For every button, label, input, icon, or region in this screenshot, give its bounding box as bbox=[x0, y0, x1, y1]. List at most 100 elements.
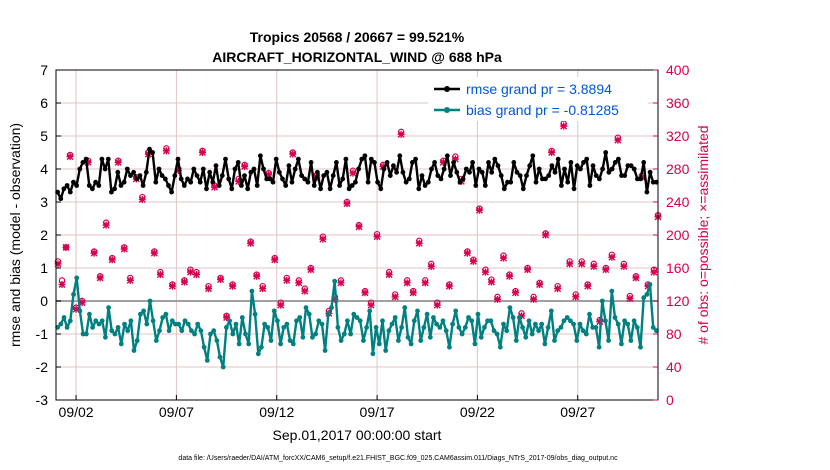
bias-point bbox=[153, 338, 159, 343]
bias-point bbox=[383, 348, 389, 353]
legend-rmse-label: rmse grand pr = 3.8894 bbox=[466, 81, 612, 97]
obs-assimilated-marker bbox=[391, 293, 399, 301]
bias-point bbox=[628, 338, 634, 343]
obs-assimilated-marker bbox=[361, 289, 369, 297]
bias-point bbox=[341, 331, 347, 337]
obs-assimilated-marker bbox=[536, 281, 544, 288]
bias-point bbox=[603, 318, 608, 324]
rmse-point bbox=[172, 173, 178, 179]
rmse-point bbox=[631, 166, 637, 172]
bias-point bbox=[275, 318, 280, 324]
bias-point bbox=[644, 292, 650, 297]
obs-assimilated-marker bbox=[602, 266, 610, 274]
bias-point bbox=[638, 344, 643, 350]
rmse-point bbox=[403, 179, 409, 185]
bias-point bbox=[214, 338, 220, 343]
obs-assimilated-marker bbox=[259, 285, 267, 293]
bias-point bbox=[424, 311, 430, 317]
obs-assimilated-marker bbox=[614, 136, 622, 144]
bias-point bbox=[459, 331, 465, 337]
rmse-point bbox=[590, 163, 596, 169]
bias-point bbox=[504, 328, 510, 334]
obs-assimilated-marker bbox=[475, 206, 483, 214]
bias-point bbox=[497, 344, 503, 350]
rmse-point bbox=[482, 183, 488, 188]
y-left-tick-label: 6 bbox=[40, 95, 48, 111]
rmse-point bbox=[381, 166, 387, 172]
y-right-tick-label: 200 bbox=[666, 227, 690, 243]
bias-point bbox=[650, 325, 656, 330]
rmse-point bbox=[194, 173, 200, 179]
rmse-point bbox=[368, 156, 374, 162]
rmse-point bbox=[273, 156, 279, 162]
obs-assimilated-marker bbox=[96, 274, 104, 282]
rmse-point bbox=[451, 160, 456, 165]
bias-point bbox=[453, 308, 459, 314]
rmse-point bbox=[584, 156, 590, 162]
bias-point bbox=[523, 334, 529, 340]
bias-point bbox=[297, 315, 303, 320]
rmse-point bbox=[498, 173, 504, 179]
bias-point bbox=[431, 315, 436, 320]
bias-point bbox=[306, 311, 312, 317]
rmse-point bbox=[612, 160, 618, 165]
legend[interactable]: rmse grand pr = 3.8894 bias grand pr = -… bbox=[428, 77, 648, 121]
y-right-tick-label: 40 bbox=[666, 359, 682, 375]
bias-point bbox=[300, 334, 306, 340]
bias-point bbox=[204, 358, 210, 363]
bias-point bbox=[466, 315, 471, 320]
bias-point bbox=[224, 325, 229, 330]
rmse-point bbox=[245, 186, 251, 192]
bias-point bbox=[160, 315, 166, 320]
rmse-point bbox=[239, 183, 244, 188]
bias-point bbox=[587, 311, 592, 317]
obs-assimilated-marker bbox=[367, 301, 375, 309]
rmse-point bbox=[533, 179, 539, 185]
bias-point bbox=[533, 321, 538, 327]
bias-point bbox=[179, 328, 185, 334]
obs-assimilated-marker bbox=[650, 268, 658, 276]
obs-assimilated-marker bbox=[102, 221, 110, 229]
rmse-point bbox=[346, 186, 352, 192]
bias-point bbox=[259, 344, 264, 350]
rmse-point bbox=[628, 163, 634, 169]
rmse-point bbox=[549, 163, 555, 169]
bias-point bbox=[87, 311, 92, 317]
bias-point bbox=[271, 308, 277, 314]
rmse-point bbox=[340, 176, 346, 182]
rmse-point bbox=[90, 186, 95, 192]
rmse-point bbox=[486, 160, 491, 165]
rmse-point bbox=[280, 176, 285, 182]
rmse-point bbox=[479, 169, 485, 175]
bias-point bbox=[243, 331, 248, 337]
bias-point bbox=[647, 282, 653, 287]
bias-point bbox=[201, 344, 207, 350]
rmse-point bbox=[457, 179, 463, 185]
rmse-series-line bbox=[56, 147, 657, 200]
bias-point bbox=[434, 321, 439, 327]
rmse-point bbox=[311, 183, 317, 188]
bias-point bbox=[427, 334, 433, 340]
bias-point bbox=[520, 325, 525, 330]
rmse-point bbox=[283, 183, 289, 188]
bias-point bbox=[303, 305, 309, 310]
bias-point bbox=[90, 325, 95, 330]
axis-layer: -3 -2 -1 0 1 2 3 4 5 6 7 0 40 80 120 160 200 240 280 320 360… bbox=[36, 62, 690, 420]
bias-point bbox=[138, 311, 143, 317]
bias-point bbox=[517, 315, 522, 320]
bias-point bbox=[529, 331, 535, 337]
obs-assimilated-marker bbox=[427, 262, 435, 270]
bias-point bbox=[568, 318, 573, 324]
bias-point bbox=[294, 318, 299, 324]
y-right-tick-label: 0 bbox=[666, 392, 674, 408]
bias-point bbox=[542, 341, 548, 347]
bias-point bbox=[469, 318, 475, 324]
obs-assimilated-marker bbox=[445, 282, 453, 290]
rmse-point bbox=[86, 183, 92, 188]
bias-point bbox=[491, 328, 497, 334]
bias-point bbox=[345, 318, 350, 324]
obs-assimilated-marker bbox=[295, 279, 303, 287]
obs-assimilated-marker bbox=[349, 169, 357, 177]
rmse-point bbox=[251, 166, 257, 172]
obs-assimilated-marker bbox=[120, 245, 128, 253]
